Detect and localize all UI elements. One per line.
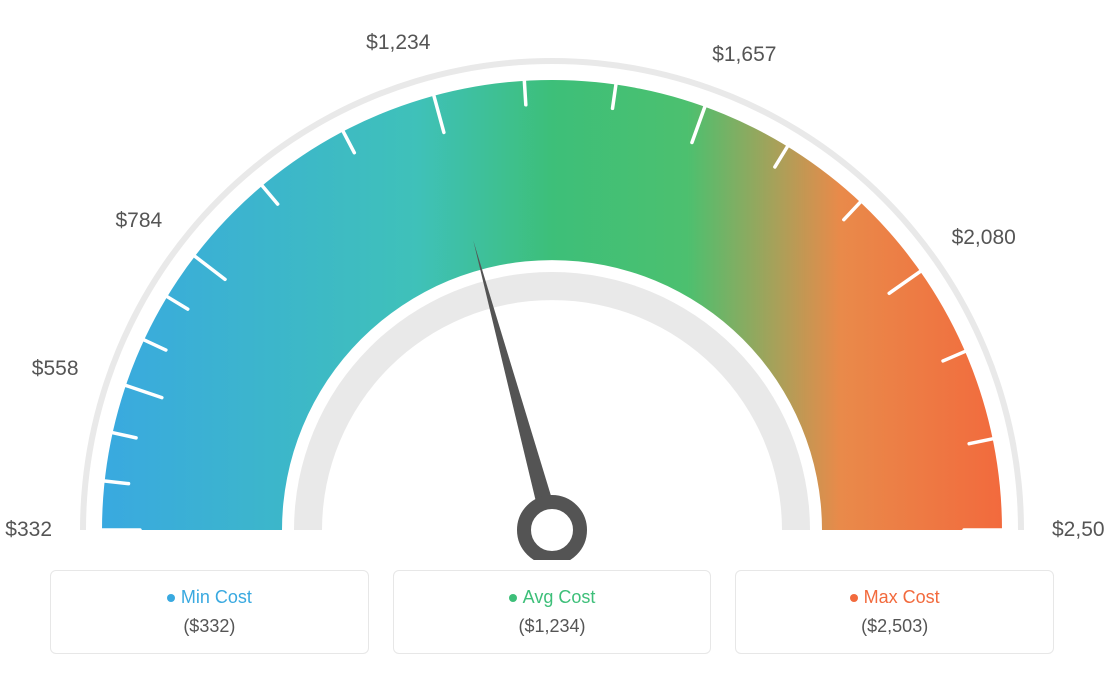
gauge-scale-label: $2,080 — [952, 226, 1016, 250]
legend-title-min-text: Min Cost — [181, 587, 252, 607]
legend-title-avg-text: Avg Cost — [523, 587, 596, 607]
legend-title-min: Min Cost — [51, 587, 368, 608]
legend-card-min: Min Cost ($332) — [50, 570, 369, 654]
legend-value-max: ($2,503) — [736, 616, 1053, 637]
gauge-scale-label: $332 — [5, 518, 52, 542]
legend-title-max: Max Cost — [736, 587, 1053, 608]
legend-value-min: ($332) — [51, 616, 368, 637]
gauge-scale-label: $1,657 — [712, 43, 776, 67]
gauge-chart: $332 $558 $784 $1,234 $1,657 $2,080 $2,503 — [0, 0, 1104, 560]
legend-value-avg: ($1,234) — [394, 616, 711, 637]
legend-dot-min — [167, 594, 175, 602]
legend-dot-avg — [509, 594, 517, 602]
gauge-scale-label: $784 — [115, 209, 162, 233]
gauge-svg — [0, 0, 1104, 560]
gauge-scale-label: $1,234 — [366, 31, 430, 55]
legend-row: Min Cost ($332) Avg Cost ($1,234) Max Co… — [0, 570, 1104, 654]
gauge-scale-label: $558 — [32, 357, 79, 381]
legend-dot-max — [850, 594, 858, 602]
legend-title-avg: Avg Cost — [394, 587, 711, 608]
gauge-scale-label: $2,503 — [1052, 518, 1104, 542]
legend-title-max-text: Max Cost — [864, 587, 940, 607]
legend-card-max: Max Cost ($2,503) — [735, 570, 1054, 654]
legend-card-avg: Avg Cost ($1,234) — [393, 570, 712, 654]
